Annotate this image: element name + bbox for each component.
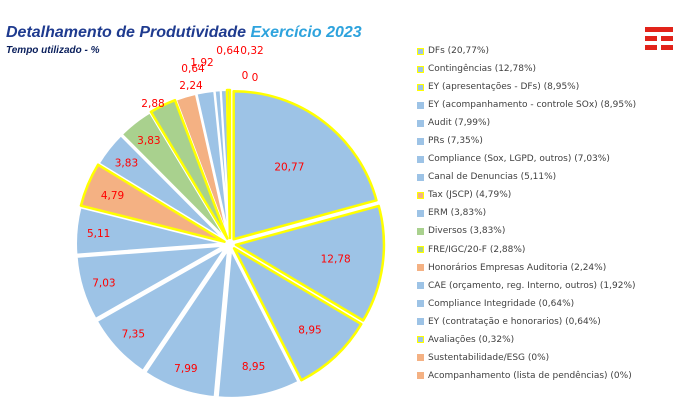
legend-swatch xyxy=(417,300,424,308)
legend-label: EY (apresentações - DFs) (8,95%) xyxy=(428,82,580,93)
legend-item: Acompanhamento (lista de pendências) (0%… xyxy=(417,367,682,385)
pie-data-label: 20,77 xyxy=(274,161,304,173)
legend-swatch xyxy=(417,83,424,91)
pie-slice xyxy=(79,163,226,243)
legend-swatch xyxy=(417,354,424,362)
pie-data-label: 0,64 xyxy=(181,63,205,75)
pie-slice xyxy=(232,89,378,241)
pie-slice xyxy=(225,88,232,240)
pie-data-label: 7,03 xyxy=(92,277,115,289)
legend-item: Avaliações (0,32%) xyxy=(417,331,682,349)
legend-swatch xyxy=(417,282,424,290)
legend-label: Tax (JSCP) (4,79%) xyxy=(428,190,512,201)
pie-data-label: 7,99 xyxy=(174,363,197,375)
legend-label: Honorários Empresas Auditoria (2,24%) xyxy=(428,262,607,273)
pie-data-label: 2,24 xyxy=(179,80,203,92)
legend-label: PRs (7,35%) xyxy=(428,136,483,147)
pie-slice xyxy=(95,247,227,373)
pie-data-label: 0,32 xyxy=(240,45,263,57)
pie-data-label: 2,88 xyxy=(141,98,164,110)
pie-data-label: 8,95 xyxy=(242,361,265,373)
legend-swatch xyxy=(417,318,424,326)
pie-data-label: 3,83 xyxy=(137,135,160,147)
pie-slice xyxy=(75,206,225,256)
pie-data-label: 1,92 xyxy=(190,57,213,69)
pie-slice xyxy=(75,244,225,321)
legend-swatch xyxy=(417,47,424,55)
legend-swatch xyxy=(417,65,424,73)
legend-swatch xyxy=(417,372,424,380)
legend-item: Tax (JSCP) (4,79%) xyxy=(417,186,682,204)
pie-data-label: 8,95 xyxy=(298,324,321,336)
legend-item: Canal de Denuncias (5,11%) xyxy=(417,168,682,186)
legend-label: Audit (7,99%) xyxy=(428,118,491,129)
tim-logo-icon xyxy=(645,27,673,56)
legend-item: Diversos (3,83%) xyxy=(417,222,682,240)
pie-slice xyxy=(149,98,229,240)
pie-data-label: 12,78 xyxy=(321,253,351,265)
pie-slice xyxy=(120,111,228,240)
legend-item: Honorários Empresas Auditoria (2,24%) xyxy=(417,259,682,277)
legend-label: Sustentabilidade/ESG (0%) xyxy=(428,352,550,363)
legend-swatch xyxy=(417,119,424,127)
legend-item: EY (apresentações - DFs) (8,95%) xyxy=(417,78,682,96)
legend-item: CAE (orçamento, reg. Interno, outros) (1… xyxy=(417,277,682,295)
legend-label: Compliance (Sox, LGPD, outros) (7,03%) xyxy=(428,154,610,165)
legend-swatch xyxy=(417,227,424,235)
pie-data-label: 0 xyxy=(242,70,249,82)
legend-swatch xyxy=(417,101,424,109)
legend-label: EY (acompanhamento - controle SOx) (8,95… xyxy=(428,100,637,111)
legend-label: FRE/IGC/20-F (2,88%) xyxy=(428,244,526,255)
pie-data-label: 0 xyxy=(252,72,259,84)
legend-swatch xyxy=(417,209,424,217)
pie-data-label: 3,83 xyxy=(115,157,138,169)
pie-data-label: 5,11 xyxy=(87,228,110,240)
pie-data-label: 7,35 xyxy=(122,329,145,341)
pie-data-label: 0,64 xyxy=(216,45,240,57)
pie-highlighted-slices xyxy=(79,88,386,382)
legend-label: Canal de Denuncias (5,11%) xyxy=(428,172,557,183)
pie-slices xyxy=(75,89,300,399)
legend-item: Audit (7,99%) xyxy=(417,114,682,132)
pie-data-labels: 20,77 12,78 8,95 8,95 7,99 7,35 7,03 5,11 4,79 3,… xyxy=(87,45,351,375)
chart-title-year: Exercício 2023 xyxy=(246,24,362,41)
pie-slice xyxy=(234,204,386,322)
legend-label: ERM (3,83%) xyxy=(428,208,487,219)
pie-slice xyxy=(232,247,363,382)
legend-label: Compliance Integridade (0,64%) xyxy=(428,298,575,309)
pie-data-label: 4,79 xyxy=(101,190,124,202)
legend-item: ERM (3,83%) xyxy=(417,204,682,222)
legend-label: Acompanhamento (lista de pendências) (0%… xyxy=(428,370,632,381)
pie-slice xyxy=(97,134,226,242)
legend-swatch xyxy=(417,336,424,344)
legend-swatch xyxy=(417,137,424,145)
legend-label: CAE (orçamento, reg. Interno, outros) (1… xyxy=(428,280,636,291)
legend-item: EY (acompanhamento - controle SOx) (8,95… xyxy=(417,96,682,114)
legend-item: PRs (7,35%) xyxy=(417,132,682,150)
legend-label: Avaliações (0,32%) xyxy=(428,334,515,345)
chart-title-main: Detalhamento de Produtividade xyxy=(6,24,247,41)
legend-swatch xyxy=(417,173,424,181)
pie-slice xyxy=(143,249,229,399)
legend-label: Contingências (12,78%) xyxy=(428,64,537,75)
pie-chart: 20,77 12,78 8,95 8,95 7,99 7,35 7,03 5,11 4,79 3,… xyxy=(75,45,386,399)
legend-swatch xyxy=(417,155,424,163)
legend-swatch xyxy=(417,191,424,199)
legend-label: DFs (20,77%) xyxy=(428,46,489,57)
legend-item: EY (contratação e honorarios) (0,64%) xyxy=(417,313,682,331)
pie-slice xyxy=(216,246,300,399)
chart-subtitle: Tempo utilizado - % xyxy=(6,45,100,56)
legend-swatch xyxy=(417,264,424,272)
legend-item: Contingências (12,78%) xyxy=(417,60,682,78)
chart-title: Detalhamento de Produtividade Exercício … xyxy=(6,24,362,42)
chart-legend: DFs (20,77%) Contingências (12,78%) EY (ap… xyxy=(417,42,682,385)
legend-item: FRE/IGC/20-F (2,88%) xyxy=(417,241,682,259)
legend-item: Compliance Integridade (0,64%) xyxy=(417,295,682,313)
legend-item: DFs (20,77%) xyxy=(417,42,682,60)
legend-label: EY (contratação e honorarios) (0,64%) xyxy=(428,316,601,327)
legend-item: Compliance (Sox, LGPD, outros) (7,03%) xyxy=(417,150,682,168)
legend-swatch xyxy=(417,246,424,254)
legend-item: Sustentabilidade/ESG (0%) xyxy=(417,349,682,367)
legend-label: Diversos (3,83%) xyxy=(428,226,506,237)
